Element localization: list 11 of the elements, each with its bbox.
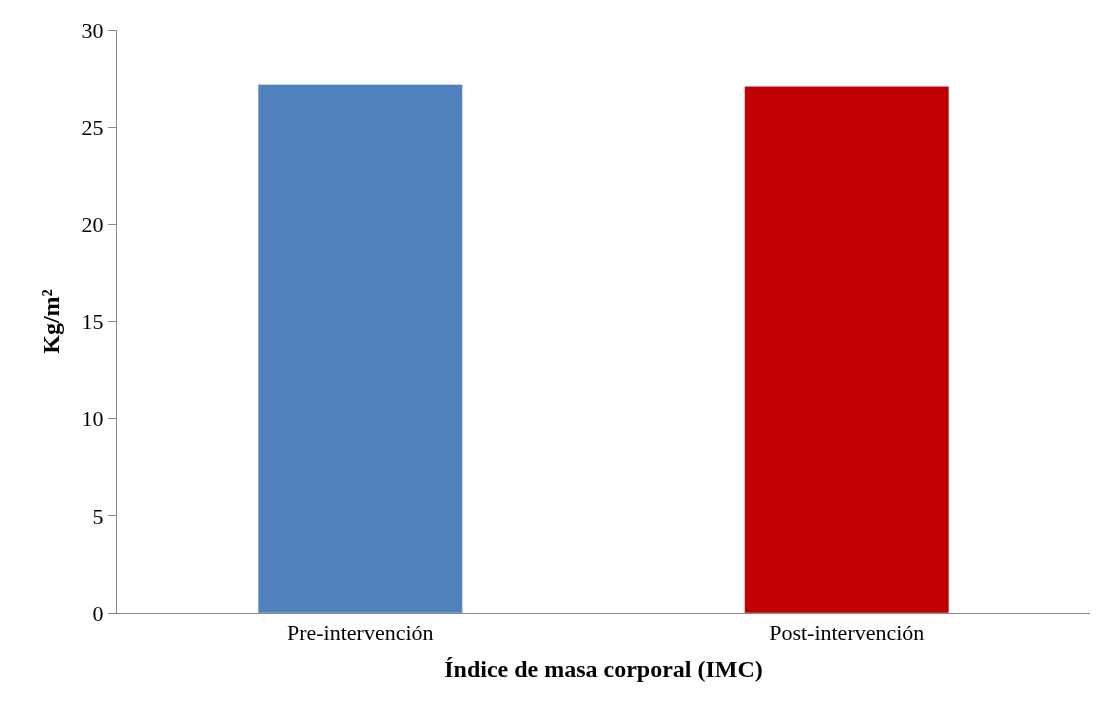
y-tick-label: 30: [81, 17, 104, 43]
y-tick-label: 0: [92, 600, 104, 626]
y-tick-label: 5: [92, 503, 104, 529]
y-tick-label: 10: [81, 406, 104, 432]
y-tick-label: 20: [81, 212, 104, 238]
x-tick-label: Post-intervención: [769, 620, 925, 646]
x-tick-label: Pre-intervención: [286, 620, 434, 646]
y-tick-label: 15: [81, 309, 104, 335]
y-tick-label: 25: [81, 114, 104, 140]
x-axis-title: Índice de masa corporal (IMC): [444, 655, 763, 682]
y-axis-title: Kg/m²: [37, 289, 64, 354]
